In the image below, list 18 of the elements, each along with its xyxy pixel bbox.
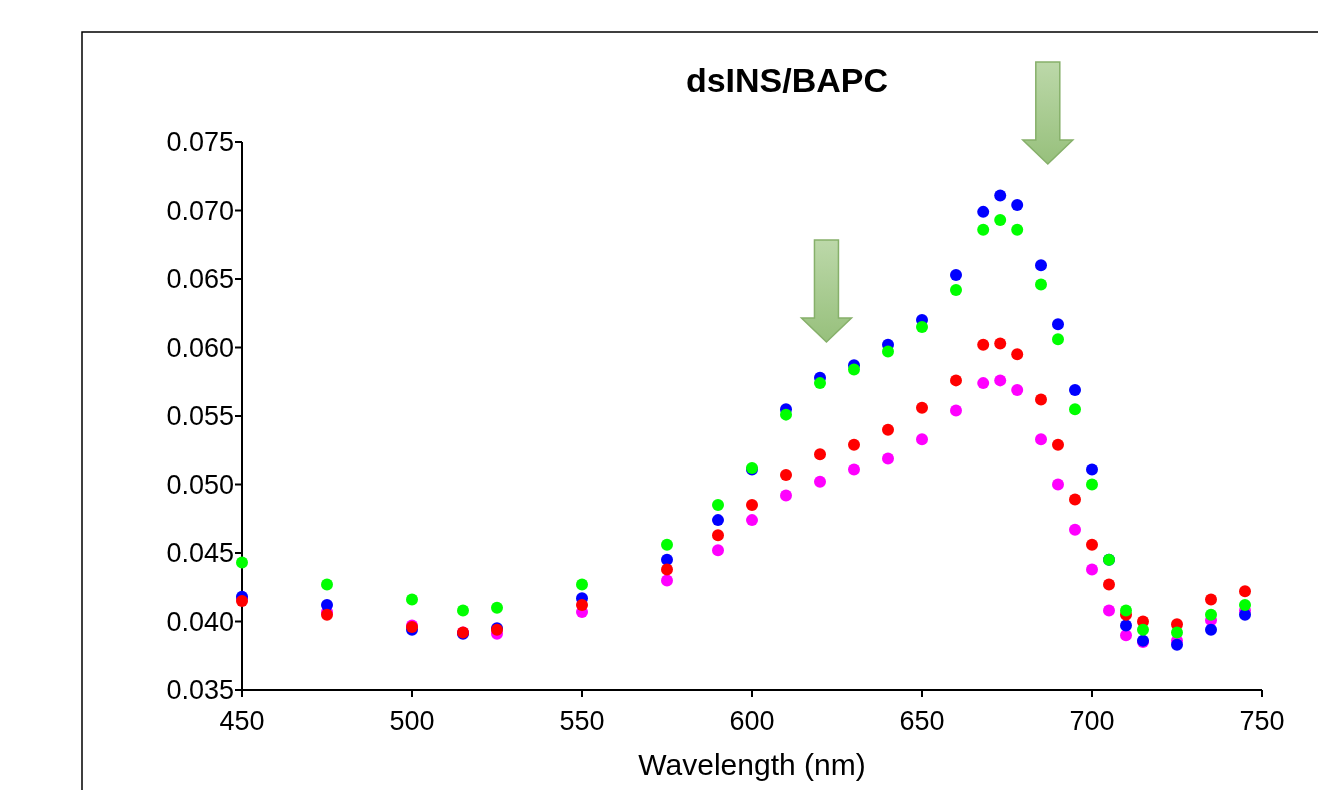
x-axis-title: Wavelength (nm) xyxy=(638,748,866,781)
x-tick-label: 550 xyxy=(559,706,605,736)
y-tick-label: 0.045 xyxy=(166,538,234,569)
y-tick-label: 0.075 xyxy=(166,127,234,158)
chart-title: dsINS/BAPC xyxy=(685,61,889,99)
y-tick-label: 0.065 xyxy=(166,264,234,295)
y-tick-label: 0.055 xyxy=(166,401,234,432)
x-tick-label: 500 xyxy=(389,706,435,736)
y-tick-label: 0.050 xyxy=(166,469,234,500)
x-tick-label: 450 xyxy=(219,706,265,736)
x-tick-label: 650 xyxy=(899,706,945,736)
x-tick-label: 700 xyxy=(1069,706,1115,736)
y-tick-label: 0.040 xyxy=(166,606,234,637)
y-tick-label: 0.035 xyxy=(166,675,234,706)
x-tick-label: 600 xyxy=(729,706,775,736)
y-tick-label: 0.060 xyxy=(166,332,234,363)
x-tick-label: 750 xyxy=(1239,706,1285,736)
y-tick-label: 0.070 xyxy=(166,195,234,226)
